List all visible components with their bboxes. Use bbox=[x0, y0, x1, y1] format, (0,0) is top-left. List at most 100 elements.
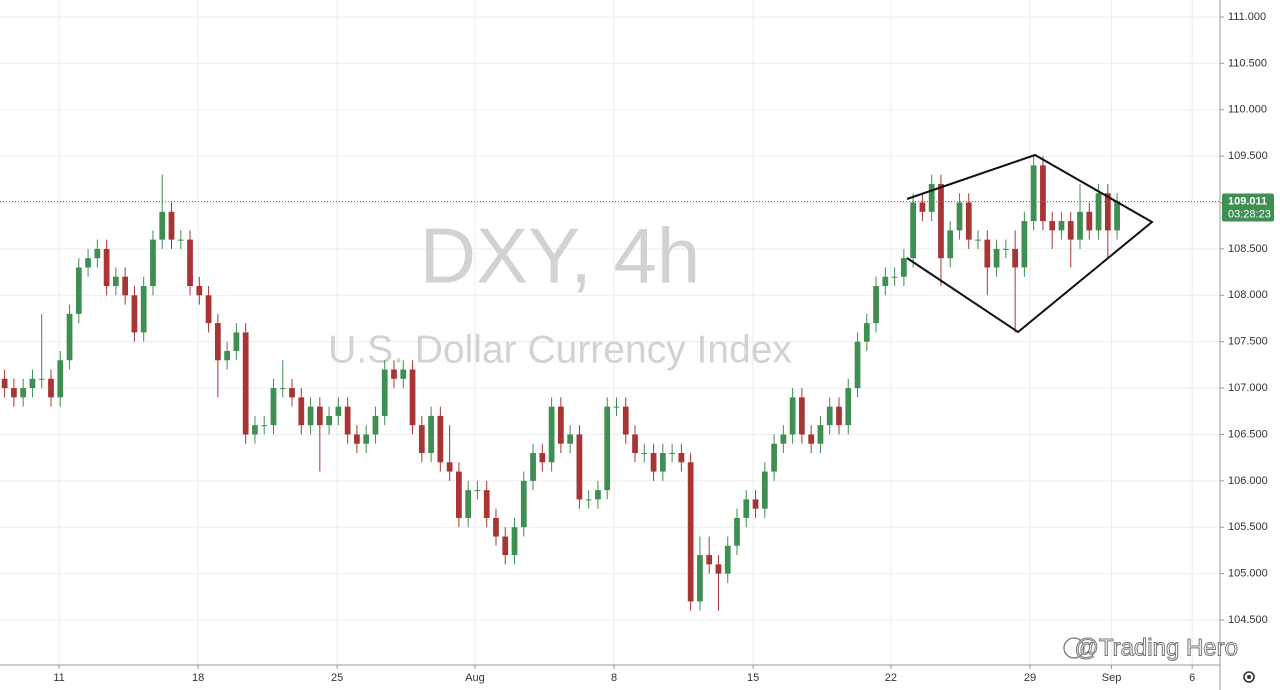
x-tick-label: 8 bbox=[611, 672, 617, 684]
candle-body bbox=[919, 202, 926, 212]
candle-body bbox=[1049, 221, 1056, 231]
y-tick-label: 106.000 bbox=[1228, 475, 1268, 487]
candle-body bbox=[224, 350, 231, 361]
candle-body bbox=[1002, 248, 1009, 250]
candle-body bbox=[808, 434, 815, 444]
candle-body bbox=[836, 406, 842, 426]
candle-body bbox=[187, 239, 193, 287]
x-tick-label: 11 bbox=[53, 672, 64, 684]
candle-body bbox=[530, 453, 536, 481]
gear-icon[interactable] bbox=[1243, 671, 1255, 683]
candle-body bbox=[298, 397, 305, 426]
gear-center[interactable] bbox=[1247, 675, 1251, 679]
candle-body bbox=[799, 397, 805, 435]
candle-body bbox=[177, 239, 184, 241]
x-tick-label: Aug bbox=[465, 672, 485, 684]
candle-body bbox=[205, 295, 212, 324]
candle-body bbox=[826, 406, 833, 426]
candle-body bbox=[539, 453, 546, 463]
candle-body bbox=[85, 258, 91, 268]
candle-body bbox=[724, 545, 731, 574]
candle-body bbox=[94, 248, 101, 259]
candle-body bbox=[734, 517, 740, 546]
candle-body bbox=[669, 453, 675, 455]
symbol-watermark: DXY, 4h bbox=[420, 212, 700, 300]
candle-body bbox=[891, 276, 898, 278]
candle-body bbox=[780, 434, 787, 444]
candle-body bbox=[11, 388, 17, 398]
candle-body bbox=[474, 490, 481, 492]
x-tick-label: Sep bbox=[1102, 672, 1122, 684]
candle-body bbox=[418, 425, 425, 454]
x-tick-label: 22 bbox=[885, 672, 897, 684]
candle-body bbox=[650, 453, 657, 472]
candle-body bbox=[557, 406, 564, 444]
candle-body bbox=[1040, 165, 1046, 222]
candle-body bbox=[993, 248, 1000, 268]
candle-body bbox=[428, 415, 434, 454]
y-tick-label: 106.500 bbox=[1228, 428, 1268, 440]
candle-body bbox=[363, 434, 370, 444]
candle-body bbox=[493, 517, 499, 537]
y-tick-label: 111.000 bbox=[1228, 11, 1266, 23]
candle-body bbox=[48, 378, 54, 398]
y-tick-label: 108.500 bbox=[1228, 243, 1268, 255]
candle-body bbox=[975, 239, 981, 241]
candle-body bbox=[697, 555, 703, 602]
candle-body bbox=[103, 248, 110, 287]
last-price-box bbox=[1222, 193, 1274, 222]
candle-body bbox=[20, 388, 27, 398]
y-tick-label: 105.000 bbox=[1228, 568, 1268, 580]
candle-body bbox=[752, 499, 759, 509]
candle-body bbox=[233, 332, 240, 351]
candle-body bbox=[289, 388, 295, 398]
candle-body bbox=[159, 211, 166, 240]
settings-button[interactable] bbox=[1243, 671, 1255, 683]
candle-body bbox=[446, 462, 453, 472]
countdown-label: 03:28:23 bbox=[1228, 208, 1271, 220]
candle-body bbox=[613, 406, 620, 408]
candle-body bbox=[585, 499, 592, 501]
candle-body bbox=[1030, 165, 1037, 222]
diamond-pattern bbox=[906, 153, 1154, 334]
candle-body bbox=[196, 286, 203, 296]
candle-body bbox=[326, 415, 332, 426]
candle-body bbox=[400, 369, 407, 379]
name-watermark: U.S. Dollar Currency Index bbox=[328, 328, 792, 371]
candle-body bbox=[956, 202, 963, 231]
candle-body bbox=[335, 406, 342, 416]
grid bbox=[0, 0, 1220, 665]
candle-body bbox=[863, 323, 870, 342]
y-tick-label: 107.500 bbox=[1228, 336, 1268, 348]
y-tick-label: 107.000 bbox=[1228, 382, 1268, 394]
candle-body bbox=[1, 378, 8, 389]
y-tick-label: 109.500 bbox=[1228, 150, 1268, 162]
candle-body bbox=[29, 378, 36, 389]
y-tick-label: 110.500 bbox=[1228, 57, 1267, 69]
candle-body bbox=[483, 490, 490, 518]
candle-body bbox=[947, 230, 954, 259]
candle-body bbox=[687, 462, 694, 602]
candle-body bbox=[75, 267, 82, 314]
candle-body bbox=[854, 341, 861, 389]
candle-body bbox=[984, 239, 991, 268]
candle-body bbox=[456, 471, 462, 518]
candle-body bbox=[437, 415, 444, 463]
candle-body bbox=[761, 471, 768, 509]
candle-body bbox=[789, 397, 796, 435]
candle-body bbox=[122, 276, 129, 296]
candle-body bbox=[910, 202, 917, 259]
candle-body bbox=[511, 527, 518, 556]
y-tick-label: 104.500 bbox=[1228, 614, 1268, 626]
candle-body bbox=[520, 480, 527, 528]
candle-body bbox=[604, 406, 611, 491]
candle-body bbox=[882, 276, 889, 287]
candle-body bbox=[57, 360, 64, 398]
candle-body bbox=[567, 434, 574, 444]
candle-body bbox=[354, 434, 360, 444]
candle-body bbox=[632, 434, 638, 454]
candle-body bbox=[715, 564, 722, 574]
candle-body bbox=[502, 536, 509, 556]
candle-body bbox=[817, 425, 824, 444]
